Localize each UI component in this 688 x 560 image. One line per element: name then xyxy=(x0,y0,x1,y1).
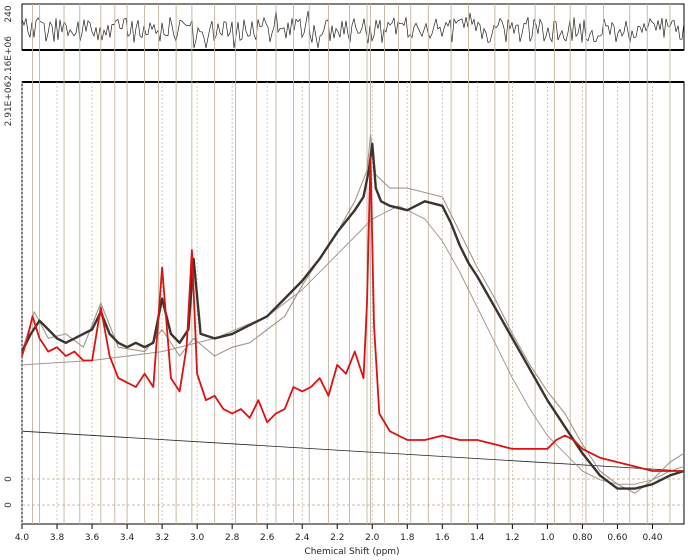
zero-label-upper: 0 xyxy=(4,476,14,482)
series-layer xyxy=(20,134,685,494)
x-tick-gridlines xyxy=(21,82,653,524)
x-axis: 4.0 3.8 3.6 3.4 3.2 3.0 2.8 2.6 2.4 2.2 2.0 1.8 1.6 1… xyxy=(15,524,663,543)
x-tick-label: 2.6 xyxy=(260,533,275,543)
x-tick-label: 1.8 xyxy=(400,533,415,543)
residual-panel: 240 -2.16E+06 xyxy=(4,3,685,84)
x-tick-label: 3.0 xyxy=(190,533,205,543)
x-tick-label: 1.6 xyxy=(435,533,450,543)
x-tick-label: 0.40 xyxy=(642,533,662,543)
x-tick-label: 2.4 xyxy=(295,533,310,543)
series-line-linear-baseline xyxy=(21,430,685,472)
x-tick-label: 2.2 xyxy=(330,533,344,543)
x-tick-label: 2.8 xyxy=(225,533,240,543)
x-tick-label: 3.8 xyxy=(50,533,65,543)
x-tick-label: 1.0 xyxy=(540,533,555,543)
x-tick-label: 3.4 xyxy=(120,533,135,543)
series-line-data xyxy=(21,134,685,494)
residual-trace xyxy=(21,9,685,49)
x-tick-label: 1.4 xyxy=(470,533,485,543)
x-tick-label: 4.0 xyxy=(15,533,30,543)
x-tick-label: 0.60 xyxy=(607,533,627,543)
main-panel: 2.91E+06 0 0 xyxy=(4,4,685,525)
main-top-label: 2.91E+06 xyxy=(4,81,14,126)
series-line-metabolite xyxy=(21,156,684,472)
x-tick-label: 3.6 xyxy=(85,533,100,543)
x-tick-label: 1.2 xyxy=(505,533,519,543)
x-tick-label: 3.2 xyxy=(155,533,169,543)
x-tick-label: 0.80 xyxy=(572,533,592,543)
residual-y-tick-label: 240 xyxy=(4,5,14,22)
x-axis-label: Chemical Shift (ppm) xyxy=(304,547,399,557)
residual-lower-label: -2.16E+06 xyxy=(4,36,14,84)
zero-label-lower: 0 xyxy=(4,502,14,508)
x-tick-label: 2.0 xyxy=(365,533,380,543)
